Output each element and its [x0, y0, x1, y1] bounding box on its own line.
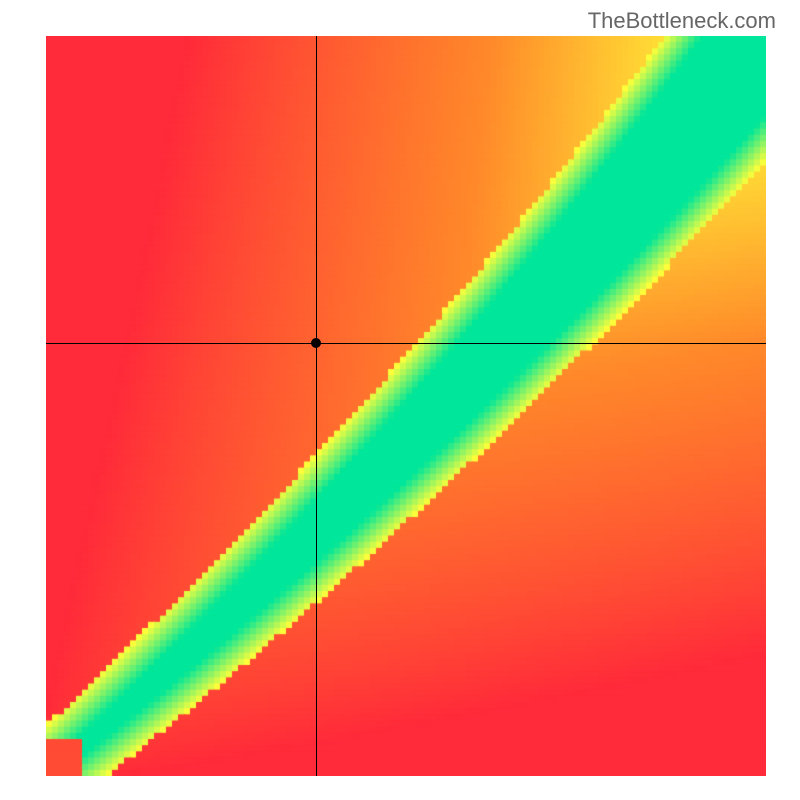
- watermark-text: TheBottleneck.com: [588, 8, 776, 34]
- heatmap-canvas: [46, 36, 766, 776]
- chart-container: TheBottleneck.com: [0, 0, 800, 800]
- crosshair-vertical: [316, 36, 317, 776]
- heatmap-chart: [46, 36, 766, 776]
- marker-dot: [311, 338, 321, 348]
- crosshair-horizontal: [46, 343, 766, 344]
